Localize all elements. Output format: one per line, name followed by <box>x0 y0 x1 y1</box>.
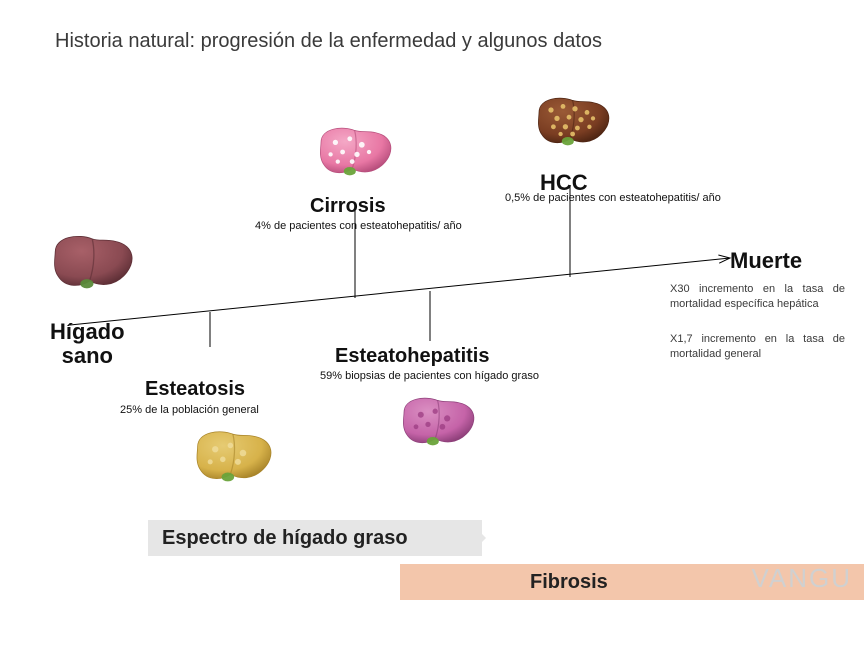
sub-cirrosis: 4% de pacientes con esteatohepatitis/ añ… <box>255 220 462 232</box>
label-higado-sano: Hígado sano <box>50 320 125 368</box>
sub-esteatohepatitis: 59% biopsias de pacientes con hígado gra… <box>320 370 539 382</box>
bar-spectrum-label: Espectro de hígado graso <box>162 527 408 550</box>
label-cirrosis: Cirrosis <box>310 195 386 218</box>
label-esteatohepatitis: Esteatohepatitis <box>335 345 489 368</box>
watermark: VANGU <box>751 563 852 594</box>
liver-sano-icon <box>42 223 148 307</box>
sub-hcc: 0,5% de pacientes con esteatohepatitis/ … <box>505 192 721 204</box>
label-esteatosis: Esteatosis <box>145 378 245 401</box>
liver-esteatosis-icon <box>185 419 286 500</box>
liver-cirrosis-icon <box>309 116 405 193</box>
note-muerte-1: X30 incremento en la tasa de mortalidad … <box>670 282 845 312</box>
sub-esteatosis: 25% de la población general <box>120 404 259 416</box>
diagram-stage: Historia natural: progresión de la enfer… <box>0 0 864 648</box>
note-muerte-2: X1,7 incremento en la tasa de mortalidad… <box>670 332 845 362</box>
liver-esteatohep-icon <box>392 386 488 463</box>
bar-spectrum: Espectro de hígado graso <box>148 520 482 556</box>
label-muerte: Muerte <box>730 248 802 274</box>
bar-fibrosis-label: Fibrosis <box>530 571 608 594</box>
liver-hcc-icon <box>527 86 623 163</box>
